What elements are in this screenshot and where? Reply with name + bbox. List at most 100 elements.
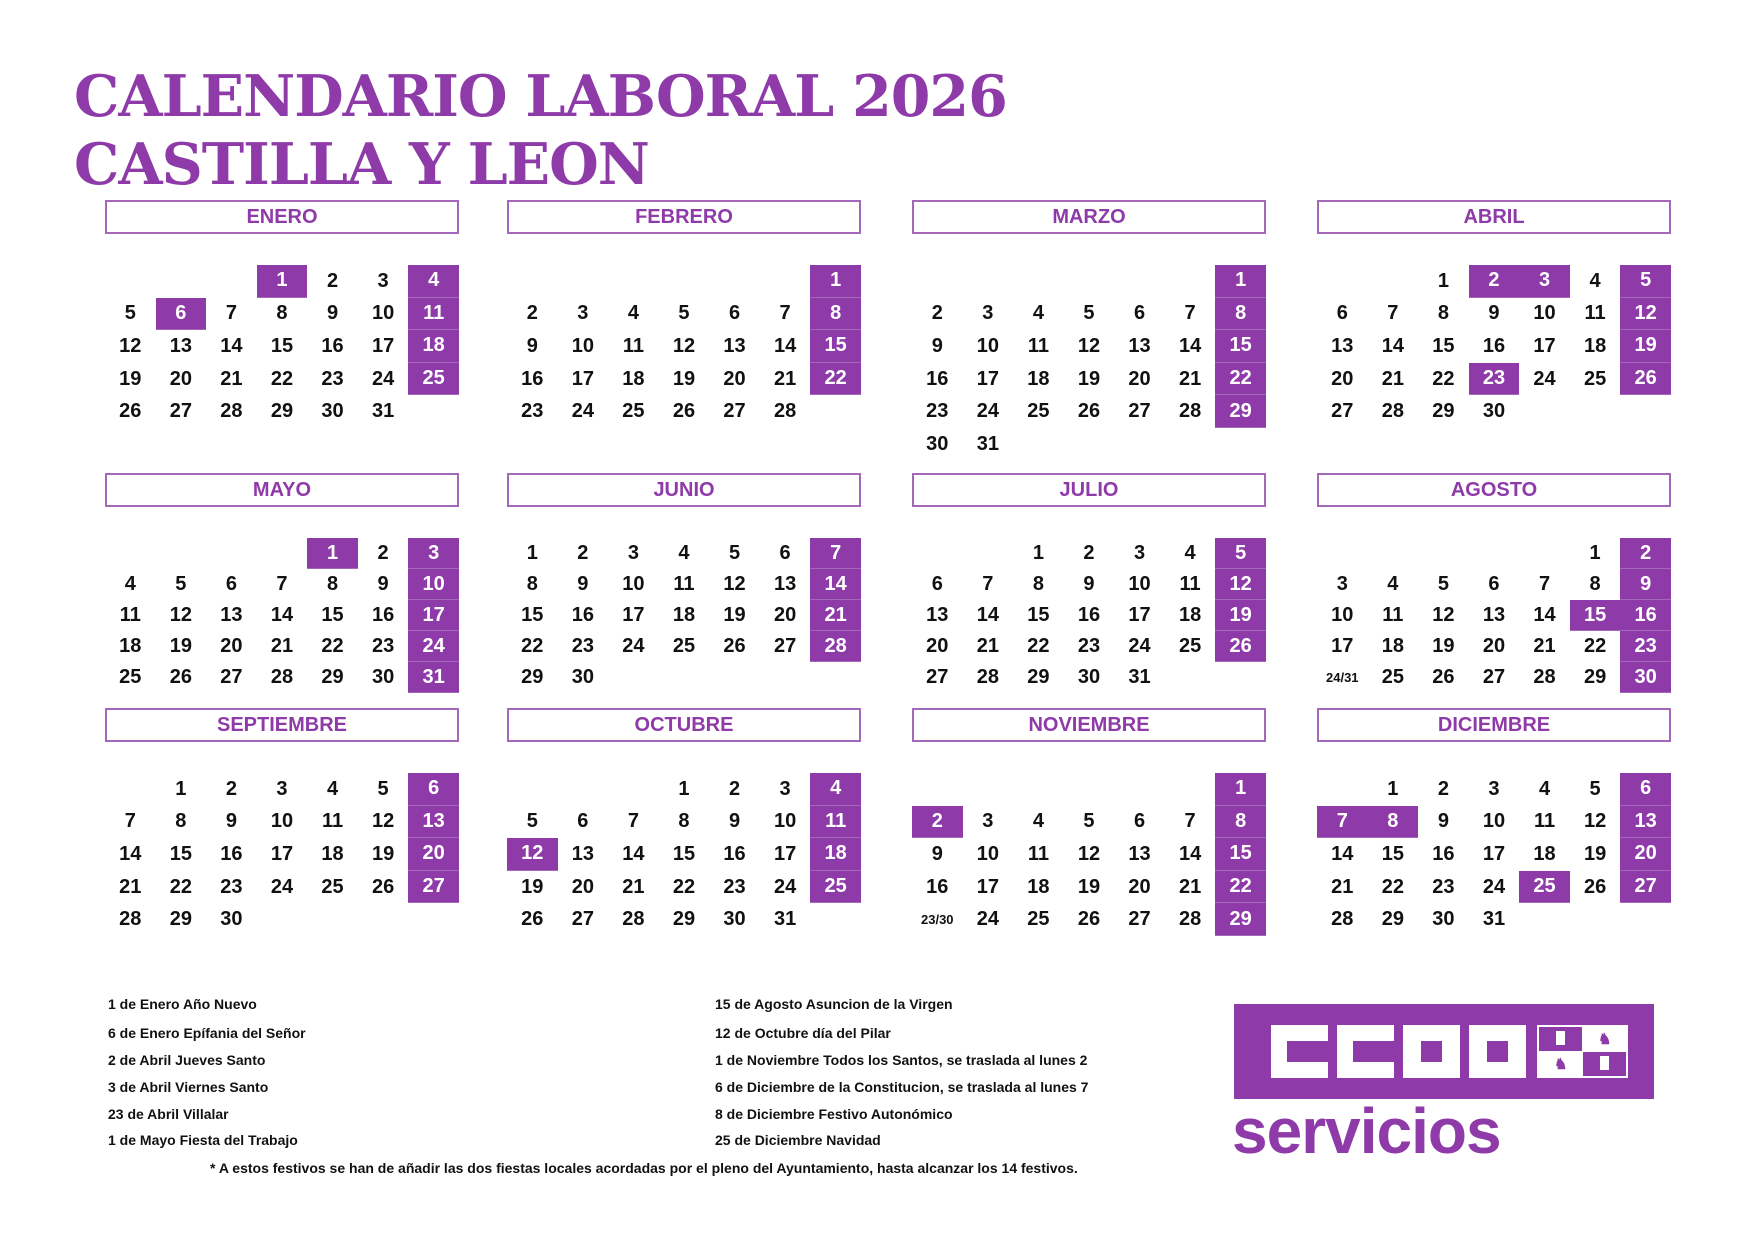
empty-cell bbox=[1469, 538, 1520, 569]
week-row: 22 23 24 25 26 27 28 bbox=[507, 631, 861, 662]
day-cell: 3 bbox=[982, 302, 994, 325]
day-cell: 5 bbox=[175, 573, 187, 595]
day-cell: 15 bbox=[1381, 842, 1404, 865]
holiday-day-cell: 2 bbox=[1620, 538, 1671, 569]
holiday-day-cell: 27 bbox=[408, 870, 459, 904]
empty-cell bbox=[1317, 538, 1368, 569]
day-cell: 4 bbox=[1184, 542, 1196, 564]
week-row: 1 bbox=[912, 265, 1266, 298]
day-cell: 10 bbox=[1128, 573, 1151, 595]
day-cell: 31 bbox=[773, 908, 797, 931]
day-cell: 22 bbox=[169, 875, 192, 898]
day-cell: 14 bbox=[220, 334, 243, 357]
day-cell: 24 bbox=[622, 635, 645, 657]
day-cell: 16 bbox=[521, 367, 544, 390]
day-cell: 4 bbox=[1387, 573, 1399, 595]
empty-cell bbox=[1570, 903, 1621, 936]
month-enero: ENERO 1 2 3 4 5 6 7 8 9 10 11 12 13 14 15 16 17 18 19 20 21 22… bbox=[105, 200, 459, 422]
month-header: JULIO bbox=[912, 473, 1266, 507]
day-cell: 26 bbox=[1583, 875, 1607, 898]
day-cell: 21 bbox=[119, 875, 142, 898]
week-row: 29 30 bbox=[507, 662, 861, 693]
day-cell: 24 bbox=[976, 400, 999, 423]
empty-cell bbox=[760, 265, 811, 298]
week-row: 25 26 27 28 29 30 31 bbox=[105, 662, 459, 693]
empty-cell bbox=[659, 265, 710, 298]
week-row: 11 12 13 14 15 16 17 bbox=[105, 600, 459, 631]
month-grid: 1 2 3 4 5 6 7 8 9 10 11 12 13 14 15 16 17 18 19 20 21 22 23 24/… bbox=[1317, 538, 1671, 693]
day-cell: 31 bbox=[1482, 908, 1506, 931]
day-cell: 6 bbox=[225, 573, 237, 595]
day-cell: 9 bbox=[931, 334, 943, 357]
day-cell: 9 bbox=[1488, 302, 1500, 325]
holiday-day-cell: 1 bbox=[256, 265, 308, 298]
day-cell: 12 bbox=[672, 334, 696, 357]
week-row: 13 14 15 16 17 18 19 bbox=[1317, 330, 1671, 363]
week-row: 5 6 7 8 9 10 11 bbox=[105, 297, 459, 331]
holiday-day-cell: 3 bbox=[1519, 265, 1570, 298]
day-cell: 28 bbox=[773, 400, 797, 423]
day-cell: 4 bbox=[627, 302, 639, 325]
day-cell: 2 bbox=[577, 542, 589, 564]
holiday-day-cell: 7 bbox=[1317, 805, 1368, 839]
day-cell: 12 bbox=[1077, 334, 1101, 357]
day-cell: 11 bbox=[321, 810, 344, 833]
day-cell: 20 bbox=[1331, 367, 1354, 390]
day-cell: 18 bbox=[1027, 367, 1050, 390]
day-cell: 6 bbox=[728, 302, 741, 325]
day-cell: 29 bbox=[321, 666, 344, 688]
month-grid: 1 2 3 4 5 6 7 8 9 10 11 12 13 14 15 16 17 18 19 20 21 22 23 24 2… bbox=[507, 773, 861, 936]
holiday-day-cell: 26 bbox=[1620, 362, 1671, 396]
day-cell: 21 bbox=[1533, 635, 1556, 657]
month-grid: 1 2 3 4 5 6 7 8 9 10 11 12 13 14 15 16 17 18 19 20 21 22 23 24 2… bbox=[105, 265, 459, 428]
holiday-day-cell: 25 bbox=[810, 870, 861, 904]
day-cell: 18 bbox=[1178, 604, 1202, 626]
week-row: 26 27 28 29 30 31 bbox=[105, 395, 459, 428]
holiday-day-cell: 25 bbox=[1519, 870, 1570, 904]
day-cell: 5 bbox=[728, 542, 741, 564]
day-cell: 14 bbox=[1178, 334, 1202, 357]
day-cell: 11 bbox=[1179, 573, 1201, 595]
empty-cell bbox=[558, 773, 609, 806]
day-cell: 3 bbox=[1336, 573, 1348, 595]
day-cell: 28 bbox=[622, 908, 645, 931]
day-cell: 13 bbox=[723, 334, 746, 357]
holiday-day-cell: 2 bbox=[1468, 265, 1520, 298]
holiday-day-cell: 15 bbox=[810, 330, 861, 363]
day-cell: 16 bbox=[1432, 842, 1455, 865]
day-cell: 20 bbox=[220, 635, 243, 657]
holiday-day-cell: 26 bbox=[1215, 631, 1266, 662]
empty-cell bbox=[810, 903, 861, 936]
empty-cell bbox=[1317, 265, 1368, 298]
day-cell: 5 bbox=[678, 302, 690, 325]
holiday-day-cell: 1 bbox=[1215, 265, 1266, 298]
holiday-day-cell: 5 bbox=[1215, 538, 1266, 569]
month-header: JUNIO bbox=[507, 473, 861, 507]
week-row: 19 20 21 22 23 24 25 bbox=[105, 362, 459, 396]
day-cell: 22 bbox=[672, 875, 696, 898]
empty-cell bbox=[105, 773, 156, 806]
day-cell: 5 bbox=[377, 777, 389, 800]
day-cell: 30 bbox=[1482, 400, 1506, 423]
day-cell: 9 bbox=[326, 302, 339, 325]
empty-cell bbox=[659, 662, 710, 693]
day-cell: 3 bbox=[1133, 542, 1146, 564]
day-cell: 30 bbox=[220, 908, 243, 931]
empty-cell bbox=[810, 395, 861, 428]
day-cell: 23 bbox=[371, 635, 395, 657]
day-cell: 10 bbox=[1482, 810, 1506, 833]
day-cell: 11 bbox=[1584, 302, 1606, 325]
day-cell: 13 bbox=[220, 604, 243, 626]
holiday-day-cell: 22 bbox=[810, 362, 861, 396]
day-cell: 26 bbox=[1077, 400, 1101, 423]
week-row: 9 10 11 12 13 14 15 bbox=[912, 838, 1266, 871]
day-cell: 7 bbox=[779, 302, 791, 325]
day-cell: 20 bbox=[926, 635, 949, 657]
day-cell: 23 bbox=[926, 400, 949, 423]
day-cell: 28 bbox=[1381, 400, 1404, 423]
empty-cell bbox=[1620, 395, 1671, 428]
